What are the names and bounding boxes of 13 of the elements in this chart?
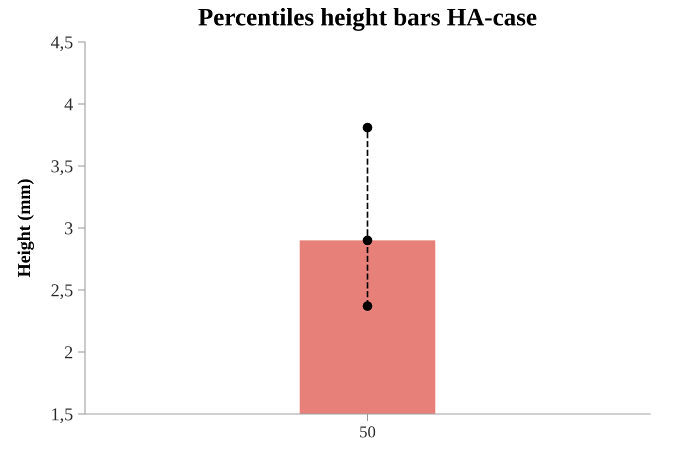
point [362,236,372,246]
point [362,122,372,132]
y-axis-title: Height (mm) [17,179,34,278]
y-tick-label: 3 [65,222,72,234]
chart-title: Percentiles height bars HA-case [198,8,536,31]
y-tick-label: 3,5 [51,160,72,176]
point [362,301,372,311]
y-tick-label: 4,5 [50,36,72,52]
y-tick-label: 2,5 [51,284,72,300]
y-tick-label: 4 [64,98,73,110]
y-tick-label: 2 [64,346,72,358]
x-tick-label: 50 [360,426,376,438]
y-tick-label: 1,5 [52,408,72,424]
